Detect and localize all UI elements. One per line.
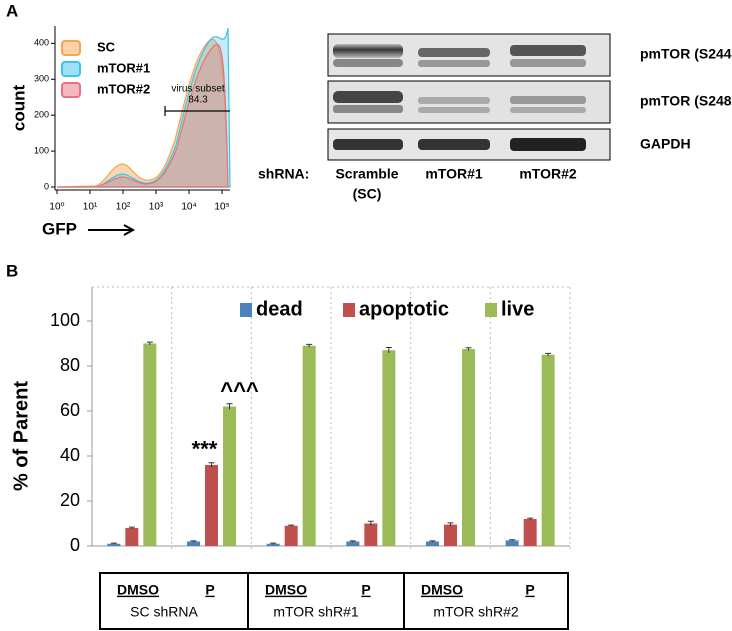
x-tick-label: 10⁰ bbox=[49, 202, 64, 213]
error-bar bbox=[349, 540, 356, 543]
panel-label: B bbox=[6, 261, 18, 280]
blot-lane-title: shRNA: bbox=[258, 166, 309, 182]
error-bar bbox=[447, 522, 454, 527]
category-label: DMSO bbox=[421, 582, 463, 598]
blot-row-label: GAPDH bbox=[640, 136, 691, 152]
error-bar bbox=[146, 341, 153, 345]
legend-label: live bbox=[501, 298, 534, 320]
error-bar bbox=[128, 526, 135, 529]
category-label: P bbox=[361, 582, 370, 598]
error-bar bbox=[509, 539, 516, 542]
group-label: SC shRNA bbox=[130, 604, 198, 620]
error-bar bbox=[190, 540, 197, 543]
histogram-curves bbox=[56, 27, 231, 188]
bar bbox=[523, 519, 537, 546]
y-tick-label: 200 bbox=[34, 110, 49, 120]
error-bar bbox=[367, 520, 374, 526]
error-bar bbox=[429, 540, 436, 543]
bar bbox=[125, 528, 139, 546]
annotation: ^^^ bbox=[220, 378, 259, 403]
error-bar bbox=[385, 347, 392, 353]
blot-lane: Scramble bbox=[335, 166, 398, 182]
group-table bbox=[99, 572, 569, 630]
category-label: DMSO bbox=[117, 582, 159, 598]
y-tick-label: 40 bbox=[60, 445, 80, 465]
y-tick-label: 60 bbox=[60, 400, 80, 420]
legend-swatch bbox=[485, 303, 497, 317]
bar bbox=[382, 350, 396, 546]
y-tick-label: 0 bbox=[70, 535, 80, 555]
legend-label: SC bbox=[97, 39, 116, 54]
bar bbox=[284, 525, 298, 546]
bar bbox=[364, 523, 378, 546]
y-axis-label: count bbox=[9, 85, 28, 132]
y-tick-label: 400 bbox=[34, 38, 49, 48]
blot-lane: mTOR#2 bbox=[519, 166, 577, 182]
blot-lane: mTOR#1 bbox=[425, 166, 483, 182]
category-label: P bbox=[525, 582, 534, 598]
group-label: mTOR shR#1 bbox=[273, 604, 359, 620]
y-axis-label: % of Parent bbox=[10, 381, 32, 491]
bar bbox=[302, 345, 316, 546]
error-bar bbox=[306, 343, 313, 348]
legend-label: apoptotic bbox=[359, 298, 449, 320]
bar bbox=[444, 524, 457, 546]
legend-swatch bbox=[240, 303, 252, 317]
bar bbox=[205, 465, 218, 546]
bar bbox=[505, 540, 519, 546]
bar bbox=[462, 349, 475, 546]
panel-label: A bbox=[6, 1, 18, 20]
bar bbox=[266, 543, 280, 546]
y-tick-label: 300 bbox=[34, 74, 49, 84]
bar bbox=[223, 406, 236, 546]
gate-value: 84.3 bbox=[188, 95, 208, 106]
x-tick-label: 10³ bbox=[149, 202, 164, 213]
bar bbox=[541, 354, 555, 546]
blot-row-label: pmTOR (S2448) bbox=[640, 46, 732, 62]
x-tick-label: 10⁵ bbox=[214, 202, 229, 213]
error-bar bbox=[110, 542, 117, 545]
error-bar bbox=[288, 524, 295, 527]
bar bbox=[187, 541, 200, 546]
blot-lane-note: (SC) bbox=[353, 186, 382, 202]
error-bar bbox=[545, 352, 552, 357]
gate-label: virus subset bbox=[171, 84, 225, 95]
y-tick-label: 20 bbox=[60, 490, 80, 510]
error-bar bbox=[465, 347, 472, 351]
legend-swatch bbox=[61, 61, 81, 77]
bar bbox=[426, 541, 439, 546]
legend-swatch bbox=[343, 303, 355, 317]
error-bar bbox=[270, 542, 277, 545]
error-bar bbox=[226, 403, 233, 410]
bar bbox=[143, 343, 157, 546]
legend-label: mTOR#2 bbox=[97, 81, 150, 96]
blot-row-label: pmTOR (S2481) bbox=[640, 93, 732, 109]
y-tick-label: 80 bbox=[60, 355, 80, 375]
x-tick-label: 10⁴ bbox=[181, 202, 196, 213]
y-tick-label: 0 bbox=[44, 181, 49, 191]
annotation: *** bbox=[192, 437, 218, 462]
error-bar bbox=[208, 462, 215, 468]
legend-label: mTOR#1 bbox=[97, 60, 150, 75]
legend-swatch bbox=[61, 40, 81, 56]
x-tick-label: 10² bbox=[116, 202, 131, 213]
bar bbox=[346, 541, 360, 546]
error-bar bbox=[527, 517, 534, 520]
bar bbox=[107, 543, 121, 546]
x-axis-label: GFP bbox=[42, 219, 77, 238]
arrow bbox=[88, 224, 136, 236]
group-label: mTOR shR#2 bbox=[433, 604, 519, 620]
western-blot bbox=[327, 33, 611, 161]
legend-label: dead bbox=[256, 298, 303, 320]
category-label: P bbox=[205, 582, 214, 598]
category-label: DMSO bbox=[265, 582, 307, 598]
y-tick-label: 100 bbox=[50, 310, 80, 330]
x-tick-label: 10¹ bbox=[83, 202, 98, 213]
legend-swatch bbox=[61, 82, 81, 98]
y-tick-label: 100 bbox=[34, 145, 49, 155]
